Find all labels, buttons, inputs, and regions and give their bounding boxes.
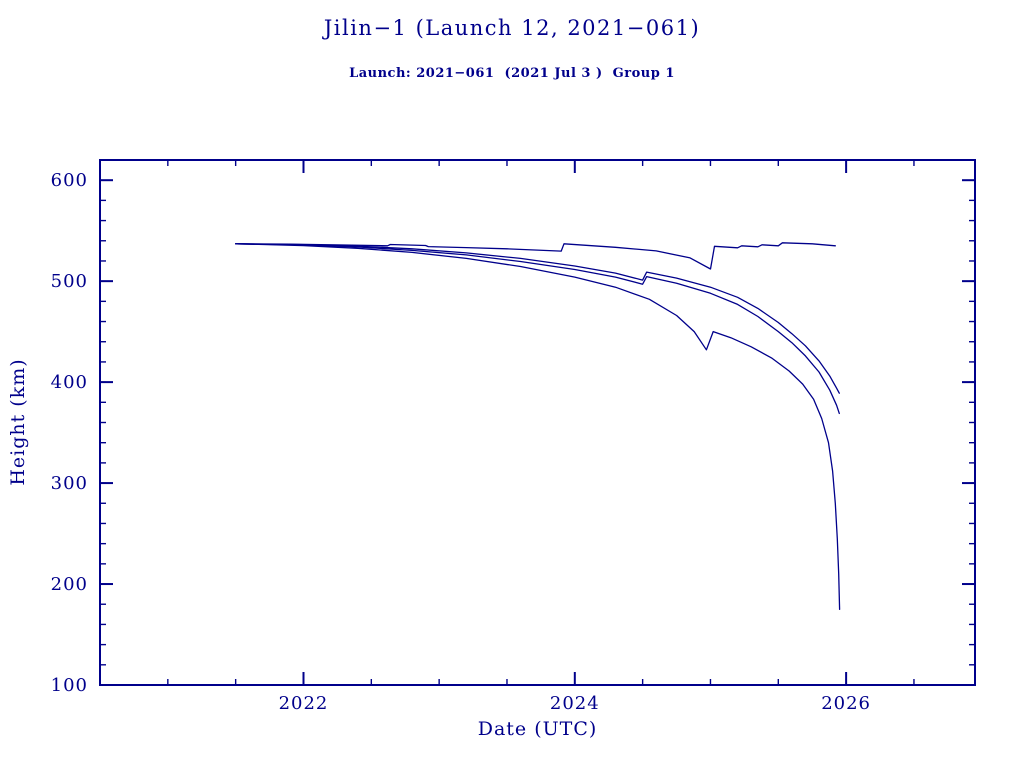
y-axis-tick-labels: 100 200 300 400 500 600 bbox=[51, 170, 88, 696]
series-line-satellite-4-reentering bbox=[235, 243, 841, 610]
series-line-satellite-3-decaying bbox=[235, 243, 840, 415]
y-tick-label: 400 bbox=[51, 372, 88, 393]
y-axis-ticks bbox=[100, 159, 975, 686]
series-lines bbox=[235, 242, 841, 610]
y-tick-label: 600 bbox=[51, 170, 88, 191]
y-tick-label: 300 bbox=[51, 473, 88, 494]
series-line-satellite-1-station-kept bbox=[235, 242, 836, 270]
x-tick-label: 2026 bbox=[821, 693, 871, 714]
x-tick-label: 2022 bbox=[279, 693, 329, 714]
plot-frame bbox=[99, 159, 976, 686]
x-tick-label: 2024 bbox=[550, 693, 600, 714]
y-tick-label: 100 bbox=[51, 675, 88, 696]
y-tick-label: 500 bbox=[51, 271, 88, 292]
series-line-satellite-2-decaying bbox=[235, 243, 840, 394]
chart-title: Jilin−1 (Launch 12, 2021−061) bbox=[323, 16, 701, 40]
x-axis-tick-labels: 2022 2024 2026 bbox=[279, 693, 871, 714]
chart-subtitle: Launch: 2021−061 (2021 Jul 3 ) Group 1 bbox=[349, 66, 675, 81]
y-axis-title: Height (km) bbox=[7, 358, 29, 486]
y-tick-label: 200 bbox=[51, 574, 88, 595]
x-axis-ticks bbox=[99, 160, 915, 685]
x-axis-title: Date (UTC) bbox=[477, 718, 598, 740]
